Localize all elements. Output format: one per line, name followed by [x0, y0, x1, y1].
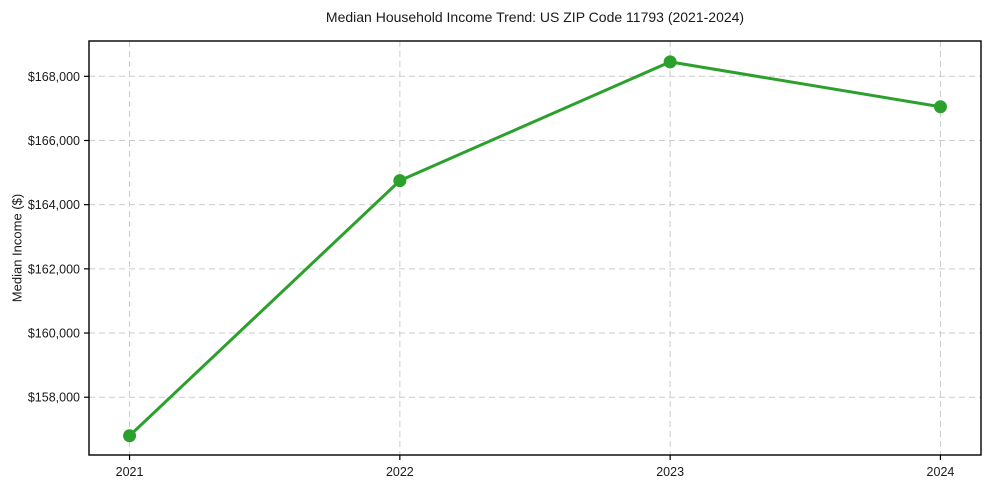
y-tick-label: $158,000: [28, 391, 80, 405]
y-tick-label: $162,000: [28, 262, 80, 276]
y-tick-label: $164,000: [28, 198, 80, 212]
chart-title: Median Household Income Trend: US ZIP Co…: [325, 9, 745, 25]
data-point-marker: [663, 55, 677, 69]
trend-line: [128, 60, 942, 438]
x-tick-label: 2022: [386, 465, 414, 479]
y-tick-label: $160,000: [28, 327, 80, 341]
x-tick-label: 2021: [116, 465, 144, 479]
y-tick-label: $166,000: [28, 134, 80, 148]
data-point-marker: [933, 100, 947, 114]
x-tick-label: 2023: [656, 465, 684, 479]
data-point-marker: [393, 174, 407, 188]
plot-border: [88, 40, 982, 456]
x-tick-label: 2024: [927, 465, 955, 479]
data-point-marker: [123, 429, 137, 443]
y-tick-label: $168,000: [28, 70, 80, 84]
